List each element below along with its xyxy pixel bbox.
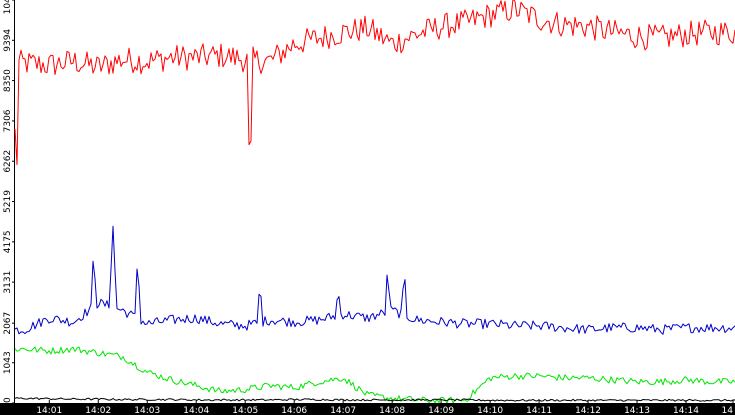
y-tick-label: 6262 bbox=[3, 150, 13, 173]
y-tick-label: 7306 bbox=[3, 109, 13, 132]
y-tick-label: 0 bbox=[3, 397, 13, 403]
series-line-4 bbox=[14, 397, 735, 402]
y-axis-ticks: 0 1043 2067 3131 4175 5219 6262 7306 8350 9394 104… bbox=[3, 0, 15, 404]
y-tick-label: 5219 bbox=[3, 190, 13, 213]
series-line-2 bbox=[14, 225, 735, 335]
y-tick-label: 3131 bbox=[3, 271, 13, 294]
series-line-1 bbox=[14, 0, 735, 166]
x-axis-ticks: 14:01 14:02 14:03 14:04 14:05 14:06 14:07 14:08… bbox=[36, 400, 734, 415]
y-tick-label: 9394 bbox=[3, 29, 13, 52]
x-tick-label: 14:13 bbox=[624, 406, 650, 415]
series-layer bbox=[14, 0, 735, 404]
y-tick-label: 1043 bbox=[3, 351, 13, 374]
y-tick-label: 4175 bbox=[3, 230, 13, 253]
x-tick-label: 14:09 bbox=[428, 406, 454, 415]
x-tick-label: 14:12 bbox=[575, 406, 601, 415]
x-tick-label: 14:04 bbox=[183, 406, 209, 415]
x-tick-label: 14:07 bbox=[330, 406, 356, 415]
series-line-3 bbox=[14, 346, 735, 404]
x-tick-label: 14:01 bbox=[36, 406, 62, 415]
x-tick-label: 14:06 bbox=[281, 406, 307, 415]
x-tick-label: 14:08 bbox=[379, 406, 405, 415]
y-tick-label: 2067 bbox=[3, 312, 13, 335]
x-tick-label: 14:05 bbox=[232, 406, 258, 415]
y-tick-label: 10438 bbox=[3, 0, 13, 14]
x-tick-label: 14:10 bbox=[477, 406, 503, 415]
x-tick-label: 14:02 bbox=[85, 406, 111, 415]
x-tick-label: 14:03 bbox=[134, 406, 160, 415]
y-tick-label: 8350 bbox=[3, 69, 13, 92]
x-axis-bar bbox=[0, 403, 735, 415]
x-tick-label: 14 bbox=[722, 406, 734, 415]
x-tick-label: 14:14 bbox=[673, 406, 699, 415]
x-tick-label: 14:11 bbox=[526, 406, 552, 415]
